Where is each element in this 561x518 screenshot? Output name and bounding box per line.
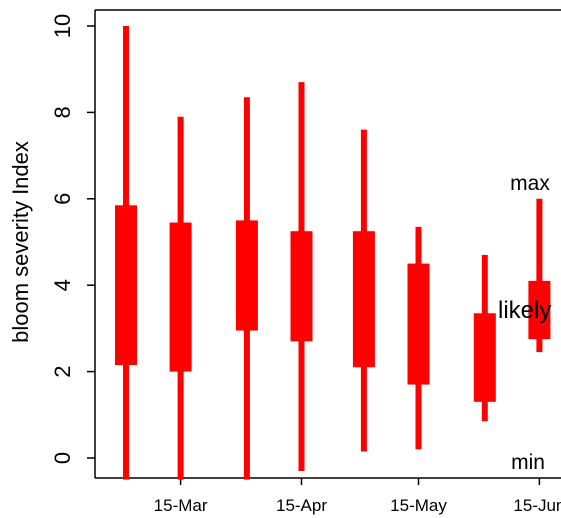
forecast-marks <box>115 26 551 480</box>
x-tick-label-1: 15-Apr <box>276 496 327 515</box>
annotation-min: min <box>511 451 545 474</box>
y-tick-label-4: 8 <box>50 106 75 118</box>
likely-box-2 <box>235 220 258 331</box>
x-tick-label-2: 15-May <box>390 496 447 515</box>
likely-box-0 <box>115 205 137 366</box>
y-tick-label-2: 4 <box>50 279 75 291</box>
y-tick-label-1: 2 <box>50 365 75 377</box>
y-tick-label-5: 10 <box>50 14 75 38</box>
likely-box-6 <box>473 313 496 402</box>
x-axis: 15-Mar 15-Apr 15-May 15-Jun <box>154 478 561 515</box>
x-tick-label-3: 15-Jun <box>513 496 561 515</box>
y-tick-label-3: 6 <box>50 193 75 205</box>
y-axis-title: bloom severity Index <box>8 141 33 343</box>
likely-box-5 <box>407 263 430 385</box>
y-tick-label-0: 0 <box>50 452 75 464</box>
x-tick-label-0: 15-Mar <box>154 496 208 515</box>
likely-box-1 <box>169 222 192 372</box>
likely-box-7 <box>528 280 551 340</box>
annotation-max: max <box>510 172 550 195</box>
y-axis: 0 2 4 6 8 10 <box>50 14 95 464</box>
likely-box-3 <box>290 231 313 342</box>
annotation-likely: likely <box>498 297 551 324</box>
likely-box-4 <box>352 231 375 368</box>
